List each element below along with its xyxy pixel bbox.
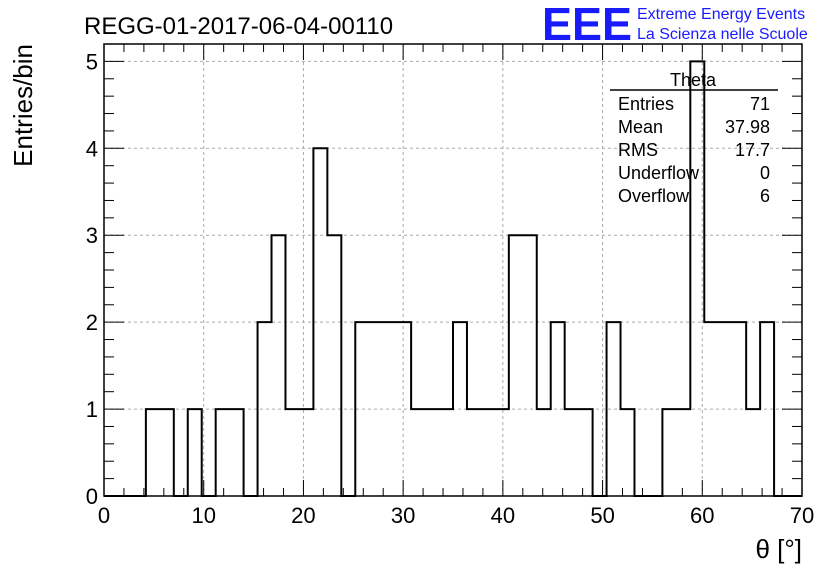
- stat-value-rms: 17.7: [735, 140, 770, 160]
- histogram-bin: [676, 409, 690, 496]
- histogram-bin: [718, 322, 732, 496]
- histogram-bin: [579, 409, 593, 496]
- stat-value-underflow: 0: [760, 163, 770, 183]
- histogram-bin: [732, 322, 746, 496]
- stat-label-rms: RMS: [618, 140, 658, 160]
- histogram-layer: [104, 60, 802, 497]
- logo-line-1: Extreme Energy Events: [637, 6, 805, 23]
- histogram-bin: [230, 409, 244, 496]
- stat-value-overflow: 6: [760, 186, 770, 206]
- histogram-bin: [425, 409, 439, 496]
- histogram-bin: [383, 322, 397, 496]
- histogram-bin: [313, 148, 327, 496]
- histogram-bin: [146, 409, 160, 496]
- x-tick-label: 70: [790, 503, 814, 528]
- stat-label-overflow: Overflow: [618, 186, 690, 206]
- stat-label-underflow: Underflow: [618, 163, 700, 183]
- chart-title: REGG-01-2017-06-04-00110: [84, 13, 393, 40]
- x-tick-label: 40: [491, 503, 515, 528]
- histogram-bin: [509, 235, 523, 496]
- histogram-bin: [704, 322, 718, 496]
- histogram-bin: [760, 322, 774, 496]
- histogram-bin: [467, 409, 481, 496]
- histogram-bin: [327, 235, 341, 496]
- stat-label-entries: Entries: [618, 94, 674, 114]
- stats-box-title: Theta: [670, 70, 717, 90]
- x-tick-label: 60: [690, 503, 714, 528]
- histogram-bin: [216, 409, 230, 496]
- histogram-bin: [258, 322, 272, 496]
- histogram-bin: [439, 409, 453, 496]
- y-tick-label: 0: [86, 484, 98, 509]
- stat-value-mean: 37.98: [725, 117, 770, 137]
- histogram-outline: [104, 60, 802, 497]
- logo-line-2: La Scienza nelle Scuole: [637, 26, 808, 43]
- histogram-bin: [285, 409, 299, 496]
- histogram-bin: [495, 409, 509, 496]
- stats-box: Theta Entries 71 Mean 37.98 RMS 17.7 Und…: [610, 70, 778, 206]
- histogram-bin: [369, 322, 383, 496]
- y-tick-label: 1: [86, 397, 98, 422]
- y-axis-title: Entries/bin: [8, 44, 38, 167]
- eee-logo: EEE Extreme Energy Events La Scienza nel…: [542, 0, 808, 50]
- x-tick-label: 50: [590, 503, 614, 528]
- histogram-bin: [746, 409, 760, 496]
- x-tick-label: 0: [98, 503, 110, 528]
- histogram-bin: [355, 322, 369, 496]
- histogram-bin: [537, 409, 551, 496]
- histogram-bin: [551, 322, 565, 496]
- histogram-bin: [272, 235, 286, 496]
- histogram-bin: [299, 409, 313, 496]
- histogram-bin: [621, 409, 635, 496]
- histogram-bin: [411, 409, 425, 496]
- stat-label-mean: Mean: [618, 117, 663, 137]
- y-tick-label: 3: [86, 223, 98, 248]
- histogram-bin: [397, 322, 411, 496]
- x-tick-label: 30: [391, 503, 415, 528]
- histogram-bin: [481, 409, 495, 496]
- histogram-bin: [607, 322, 621, 496]
- y-tick-label: 2: [86, 310, 98, 335]
- histogram-bin: [662, 409, 676, 496]
- histogram-bin: [188, 409, 202, 496]
- y-tick-label: 5: [86, 49, 98, 74]
- histogram-bin: [523, 235, 537, 496]
- histogram-bin: [160, 409, 174, 496]
- stat-value-entries: 71: [750, 94, 770, 114]
- eee-logo-mark: EEE: [542, 0, 632, 50]
- x-axis-title: θ [°]: [755, 534, 802, 564]
- histogram-bin: [565, 409, 579, 496]
- histogram-bin: [453, 322, 467, 496]
- x-tick-label: 10: [191, 503, 215, 528]
- y-tick-label: 4: [86, 136, 98, 161]
- x-tick-label: 20: [291, 503, 315, 528]
